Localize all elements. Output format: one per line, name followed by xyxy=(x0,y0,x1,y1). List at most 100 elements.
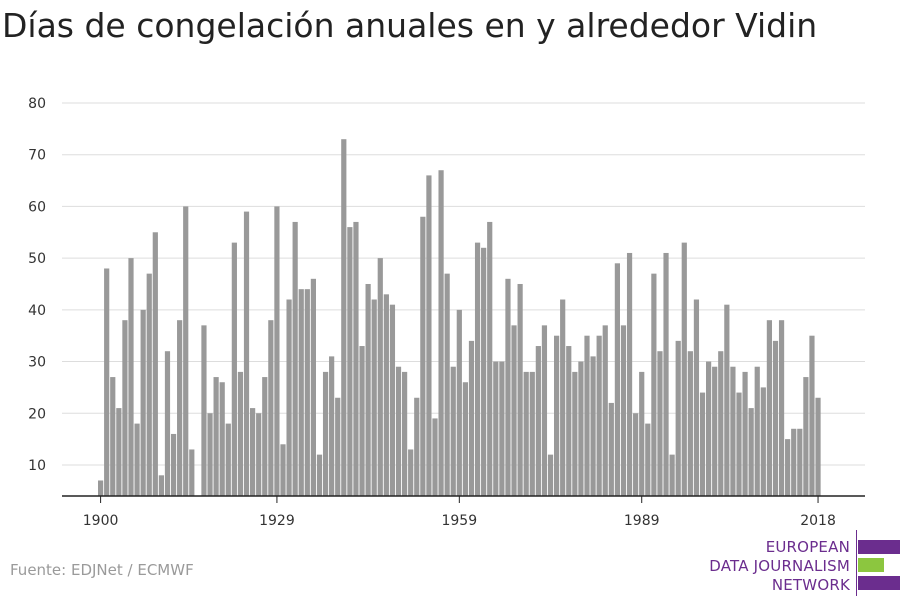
bar-2008 xyxy=(754,366,760,496)
bar-1934 xyxy=(304,289,310,496)
bar-1949 xyxy=(395,366,402,496)
edjnet-logo: EUROPEAN DATA JOURNALISM NETWORK xyxy=(700,530,900,600)
bar-1942 xyxy=(353,221,359,496)
x-tick-label: 1900 xyxy=(83,513,119,529)
y-tick-label: 70 xyxy=(28,148,46,164)
bar-1923 xyxy=(237,371,244,496)
bar-1968 xyxy=(511,325,517,496)
bar-1974 xyxy=(547,454,554,496)
bar-1954 xyxy=(426,175,432,497)
bar-1911 xyxy=(164,351,171,496)
bar-1960 xyxy=(462,382,468,496)
bar-1958 xyxy=(450,366,456,496)
bar-1962 xyxy=(474,242,481,496)
bar-1992 xyxy=(657,351,663,496)
bar-1979 xyxy=(578,361,584,496)
bar-1926 xyxy=(256,413,262,496)
logo-line-network: NETWORK xyxy=(771,576,850,594)
bar-1919 xyxy=(213,377,219,496)
bar-1945 xyxy=(371,299,377,496)
bar-1905 xyxy=(128,258,134,496)
bar-1963 xyxy=(481,247,487,496)
y-tick-label: 10 xyxy=(28,458,46,474)
bar-1938 xyxy=(329,356,335,496)
bar-2001 xyxy=(712,366,718,496)
x-tick-label: 1989 xyxy=(624,513,660,529)
bar-1912 xyxy=(170,433,177,496)
bar-1948 xyxy=(389,304,396,496)
bar-1997 xyxy=(687,351,693,496)
bars xyxy=(98,139,821,497)
bar-1957 xyxy=(444,273,450,496)
bar-1901 xyxy=(104,268,110,496)
bar-2017 xyxy=(809,335,815,496)
bar-1996 xyxy=(681,242,687,496)
bar-1995 xyxy=(675,340,681,496)
bar-2004 xyxy=(730,366,736,496)
bar-1937 xyxy=(322,371,329,496)
y-tick-label: 60 xyxy=(28,199,46,215)
bar-1900 xyxy=(98,480,104,496)
logo-bar-purple-bottom xyxy=(858,576,900,590)
bar-1986 xyxy=(620,325,627,496)
bar-1993 xyxy=(663,252,669,496)
bar-1976 xyxy=(560,299,566,496)
bar-2012 xyxy=(778,320,785,496)
bar-2015 xyxy=(797,428,803,496)
bar-1914 xyxy=(183,206,189,496)
bar-1990 xyxy=(645,423,651,496)
logo-line-data-journalism: DATA JOURNALISM xyxy=(709,557,850,575)
x-axis: 1900 1929 1959 1989 2018 xyxy=(62,495,865,529)
bar-1999 xyxy=(699,392,706,496)
bar-1982 xyxy=(596,335,602,496)
x-tick-label: 1959 xyxy=(441,513,477,529)
bar-1984 xyxy=(608,402,614,496)
bar-1975 xyxy=(554,335,560,496)
bar-1940 xyxy=(341,139,347,496)
bar-1947 xyxy=(383,294,389,496)
bar-1943 xyxy=(359,346,365,496)
bar-1930 xyxy=(280,444,286,496)
bar-1904 xyxy=(122,320,128,496)
bar-1961 xyxy=(468,340,475,496)
bar-1991 xyxy=(651,273,657,496)
x-tick-label: 1929 xyxy=(259,513,295,529)
bar-2002 xyxy=(718,351,724,496)
bar-1956 xyxy=(438,170,444,496)
bar-1994 xyxy=(669,454,675,496)
bar-2018 xyxy=(815,397,821,496)
bar-1910 xyxy=(158,475,164,496)
bar-1987 xyxy=(626,252,633,496)
bar-1981 xyxy=(590,356,596,496)
bar-1973 xyxy=(541,325,548,496)
bar-1964 xyxy=(487,221,493,496)
bar-1932 xyxy=(292,221,298,496)
bar-1929 xyxy=(274,206,280,496)
bar-1933 xyxy=(298,289,304,496)
bar-1980 xyxy=(584,335,590,496)
bar-1920 xyxy=(219,382,225,496)
y-tick-label: 40 xyxy=(28,303,46,319)
logo-line-european: EUROPEAN xyxy=(765,538,850,556)
bar-1966 xyxy=(499,361,505,496)
bar-1955 xyxy=(432,418,438,496)
bar-2011 xyxy=(772,340,779,496)
bar-2016 xyxy=(803,377,809,496)
bar-1922 xyxy=(231,242,237,496)
bar-2013 xyxy=(785,439,791,496)
logo-divider xyxy=(856,530,857,596)
bar-1925 xyxy=(250,408,256,496)
bar-1909 xyxy=(152,232,158,497)
bar-2007 xyxy=(748,408,754,496)
bar-1983 xyxy=(602,325,608,496)
bar-1917 xyxy=(201,325,207,496)
bar-2010 xyxy=(766,320,772,496)
bar-1967 xyxy=(505,278,511,496)
bar-1921 xyxy=(225,423,231,496)
bar-1939 xyxy=(335,397,341,496)
bar-1988 xyxy=(633,413,639,496)
bar-2014 xyxy=(791,428,797,496)
bar-1946 xyxy=(377,258,383,496)
bar-1998 xyxy=(693,299,700,496)
